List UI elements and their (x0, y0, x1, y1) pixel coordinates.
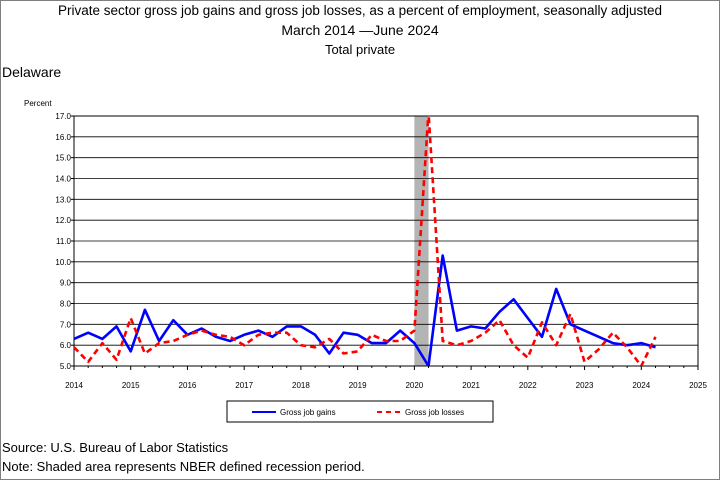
source-note: Source: U.S. Bureau of Labor Statistics (2, 440, 229, 455)
x-tick-label: 2015 (122, 381, 140, 390)
legend-label-gross-job-losses: Gross job losses (405, 408, 464, 417)
chart-subtitle-industry: Total private (324, 42, 396, 57)
x-tick-label: 2024 (632, 381, 650, 390)
x-tick-label: 2021 (462, 381, 480, 390)
y-tick-label: 11.0 (56, 237, 72, 246)
y-tick-label: 6.0 (60, 341, 72, 350)
y-tick-label: 15.0 (55, 154, 71, 163)
y-tick-label: 17.0 (55, 112, 71, 121)
y-tick-label: 14.0 (55, 175, 71, 184)
x-tick-label: 2025 (689, 381, 707, 390)
legend-box (226, 400, 494, 423)
x-tick-label: 2022 (519, 381, 537, 390)
legend-label-gross-job-gains: Gross job gains (280, 408, 336, 417)
x-tick-label: 2019 (349, 381, 367, 390)
series-line-gross-job-losses (74, 116, 657, 366)
x-tick-label: 2016 (179, 381, 197, 390)
y-tick-label: 13.0 (55, 195, 71, 204)
y-tick-label: 12.0 (55, 216, 71, 225)
chart-subtitle-period: March 2014 —June 2024 (281, 22, 439, 38)
y-tick-label: 10.0 (55, 258, 71, 267)
y-tick-label: 8.0 (60, 300, 72, 309)
y-tick-label: 7.0 (60, 320, 72, 329)
x-tick-label: 2020 (405, 381, 423, 390)
y-axis-label: Percent (24, 99, 52, 108)
region-label: Delaware (2, 64, 62, 80)
x-tick-label: 2023 (576, 381, 594, 390)
y-tick-label: 5.0 (60, 362, 72, 371)
series-line-gross-job-gains (74, 254, 656, 366)
y-tick-label: 9.0 (60, 279, 72, 288)
y-tick-label: 16.0 (55, 133, 71, 142)
chart-title: Private sector gross job gains and gross… (57, 3, 663, 18)
x-tick-label: 2018 (292, 381, 310, 390)
series-group (74, 116, 657, 366)
recession-note: Note: Shaded area represents NBER define… (2, 459, 365, 474)
x-tick-label: 2017 (235, 381, 253, 390)
x-tick-label: 2014 (65, 381, 83, 390)
